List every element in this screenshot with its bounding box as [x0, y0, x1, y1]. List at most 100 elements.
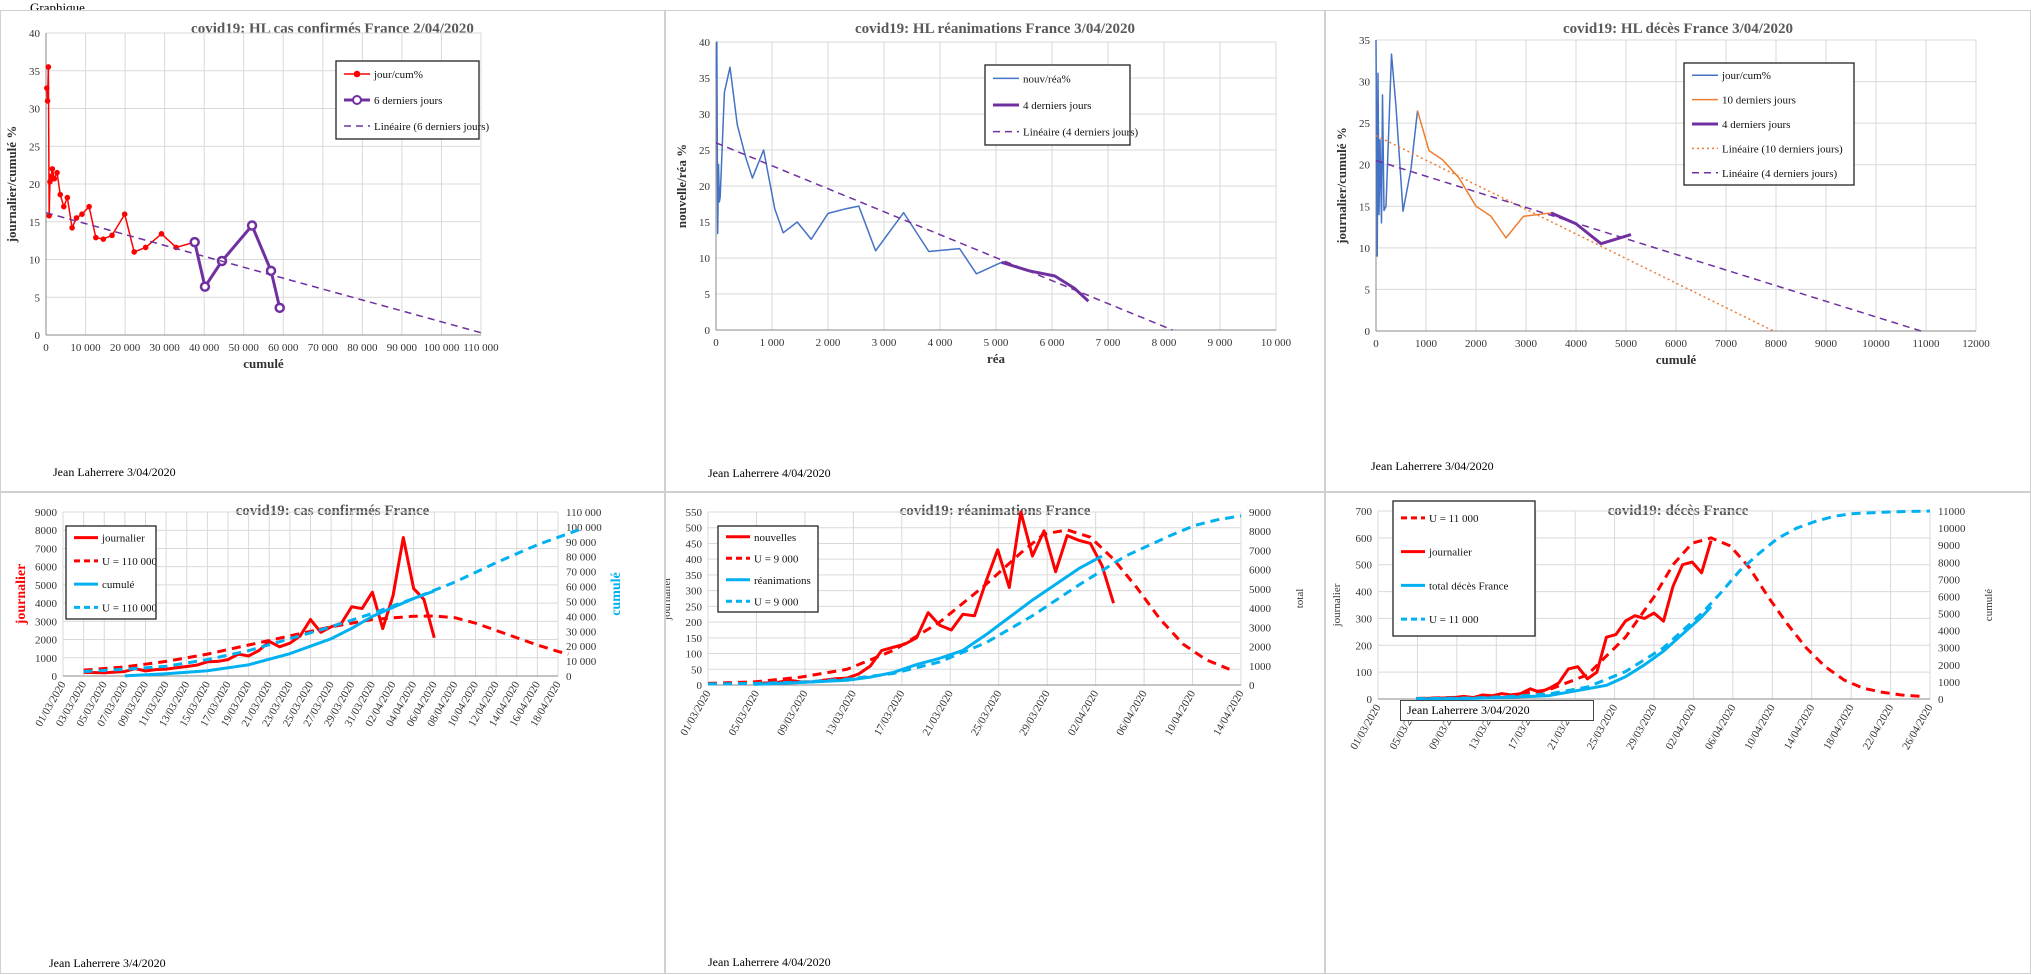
legend-label: Linéaire (6 derniers jours)	[374, 121, 489, 133]
y-tick-label: 5	[35, 292, 41, 304]
data-point	[158, 231, 165, 237]
y2-tick-label: 0	[1938, 694, 1944, 706]
data-point	[142, 244, 149, 251]
data-point	[79, 211, 85, 217]
y-tick-label: 400	[686, 554, 703, 566]
x-axis-label: réa	[987, 351, 1006, 366]
y-tick-label: 50	[691, 664, 703, 676]
legend-label: 4 derniers jours	[1722, 119, 1790, 131]
y2-tick-label: 5000	[1249, 584, 1272, 596]
x-tick-label: 12000	[1962, 338, 1990, 350]
data-point	[189, 236, 200, 248]
x-tick-label: 09/03/2020	[775, 688, 811, 738]
series-line	[83, 528, 580, 674]
y-tick-label: 350	[686, 570, 703, 582]
y2-tick-label: 4000	[1938, 626, 1961, 638]
x-tick-label: 02/04/2020	[1664, 702, 1700, 752]
y2-tick-label: 50 000	[566, 596, 597, 608]
x-tick-label: 21/03/2020	[920, 688, 956, 738]
legend-label: U = 9 000	[754, 596, 799, 608]
y2-tick-label: 60 000	[566, 582, 597, 594]
y2-tick-label: 11000	[1938, 506, 1966, 518]
y-tick-label: 30	[1359, 77, 1371, 89]
legend-box	[717, 525, 819, 613]
chart-svg-hl-rea: 0 5 10 15 20 25 30 35 40 0 1 000 2 000 3 000 4 000 5 0…	[674, 37, 1292, 366]
y-tick-label: 5000	[35, 580, 58, 592]
y2-tick-label: 80 000	[566, 552, 597, 564]
y-tick-label: 35	[29, 66, 41, 78]
x-tick-label: 25/03/2020	[969, 688, 1005, 738]
series-line	[1416, 540, 1713, 700]
y-tick-label: 5	[705, 289, 711, 301]
series-line	[715, 142, 1173, 331]
x-tick-label: 0	[43, 342, 49, 354]
y-tick-label: 20	[29, 179, 41, 191]
x-tick-label: 1000	[1415, 338, 1438, 350]
legend-label: journalier	[1428, 547, 1472, 559]
chart-panel-hl-cases: covid19: HL cas confirmés France 2/04/20…	[0, 10, 665, 492]
series-line	[1001, 260, 1090, 303]
legend-label: 6 derniers jours	[374, 95, 442, 107]
x-tick-label: 20 000	[110, 342, 141, 354]
author-note: Jean Laherrere 3/04/2020	[53, 465, 176, 479]
legend-label: U = 9 000	[754, 553, 799, 565]
series-line	[1375, 159, 1922, 332]
legend-box	[65, 525, 157, 620]
x-tick-label: 90 000	[387, 342, 418, 354]
x-tick-label: 17/03/2020	[872, 688, 908, 738]
y-axis-label: journalier	[14, 564, 29, 626]
y-tick-label: 500	[686, 523, 703, 535]
data-point	[86, 203, 92, 210]
data-point	[121, 211, 128, 217]
x-tick-label: 3000	[1515, 338, 1538, 350]
y2-tick-label: 10000	[1938, 523, 1966, 535]
y-tick-label: 15	[29, 217, 41, 229]
data-point	[246, 220, 258, 231]
legend-label: nouvelles	[754, 532, 796, 544]
y2-tick-label: 30 000	[566, 626, 597, 638]
y-tick-label: 4000	[35, 598, 58, 610]
x-tick-label: 11000	[1912, 338, 1940, 350]
x-tick-label: 80 000	[347, 342, 378, 354]
legend-label: cumulé	[102, 579, 134, 591]
y-tick-label: 10	[29, 255, 41, 267]
y2-tick-label: 7000	[1938, 574, 1961, 586]
y-axis-label: journalier/cumulé %	[1334, 127, 1349, 245]
x-tick-label: 50 000	[229, 342, 260, 354]
chart-svg-hl-cases: 0 5 10 15 20 25 30 35 40 0 10 000 20 000 30 000 40 00…	[4, 28, 499, 371]
x-tick-label: 0	[713, 337, 719, 349]
x-tick-label: 0	[1373, 338, 1379, 350]
x-tick-label: 8000	[1765, 338, 1788, 350]
chart-panel-hl-deaths: covid19: HL décès France 3/04/2020 0 5 10 1…	[1325, 10, 2031, 492]
y2-tick-label: 10 000	[566, 656, 597, 668]
legend-label: jour/cum%	[373, 69, 423, 81]
y-tick-label: 40	[699, 37, 711, 49]
y-tick-label: 500	[1356, 560, 1373, 572]
y-tick-label: 0	[35, 330, 41, 342]
y2-tick-label: 8000	[1938, 557, 1961, 569]
y2-tick-label: 1000	[1938, 677, 1961, 689]
series-line	[707, 528, 1230, 685]
x-tick-label: 40 000	[189, 342, 220, 354]
x-tick-label: 22/04/2020	[1861, 702, 1897, 752]
chart-svg-cases-daily: 0 1000 2000 3000 4000 5000 6000 7000 8000 9000 0 10…	[14, 507, 624, 729]
data-point	[44, 98, 51, 104]
y-tick-label: 0	[705, 325, 711, 337]
chart-title: covid19: HL réanimations France 3/04/202…	[855, 21, 1135, 37]
data-point	[100, 236, 107, 242]
legend-label: nouv/réa%	[1023, 73, 1071, 85]
x-tick-label: 10 000	[70, 342, 101, 354]
x-tick-label: 14/04/2020	[1782, 702, 1818, 752]
legend-label: 4 derniers jours	[1023, 100, 1091, 112]
legend-label: U = 11 000	[1429, 513, 1479, 525]
y-tick-label: 30	[29, 104, 41, 116]
y2-tick-label: 0	[566, 671, 572, 683]
y-tick-label: 2000	[35, 635, 58, 647]
y2-tick-label: 4000	[1249, 603, 1272, 615]
x-tick-label: 70 000	[308, 342, 339, 354]
chart-panel-deaths-daily: covid19: décès France 0 100 200 300 400 500 60…	[1325, 492, 2031, 974]
series-line	[46, 66, 195, 253]
x-tick-label: 6000	[1665, 338, 1688, 350]
y2-axis-label: cumulé	[1983, 589, 1995, 621]
series-line	[83, 614, 569, 672]
